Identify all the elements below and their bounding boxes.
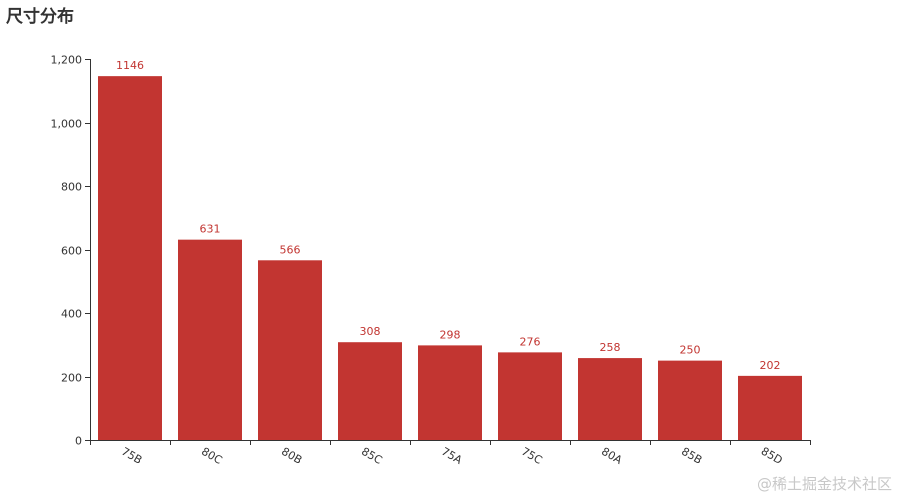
bar bbox=[658, 360, 722, 440]
data-label: 202 bbox=[760, 359, 781, 372]
chart-title: 尺寸分布 bbox=[6, 7, 74, 27]
data-label: 298 bbox=[440, 328, 461, 341]
x-tick-label: 75B bbox=[119, 445, 144, 467]
x-tick-label: 75A bbox=[439, 445, 465, 467]
y-tick-label: 0 bbox=[75, 435, 82, 448]
data-label: 1146 bbox=[116, 59, 144, 72]
watermark: @稀土掘金技术社区 bbox=[756, 475, 892, 493]
data-label: 308 bbox=[360, 325, 381, 338]
x-tick-label: 80A bbox=[599, 445, 625, 467]
bar bbox=[258, 260, 322, 440]
data-label: 276 bbox=[520, 335, 541, 348]
y-tick-label: 400 bbox=[61, 308, 82, 321]
x-tick-label: 80C bbox=[199, 445, 225, 467]
data-label: 258 bbox=[600, 341, 621, 354]
y-tick-label: 1,200 bbox=[51, 54, 83, 67]
data-label: 631 bbox=[200, 223, 221, 236]
data-label: 566 bbox=[280, 243, 301, 256]
x-tick-label: 80B bbox=[279, 445, 304, 467]
bar bbox=[338, 342, 402, 440]
bar bbox=[418, 345, 482, 440]
bar bbox=[178, 239, 242, 440]
data-label: 250 bbox=[680, 344, 701, 357]
y-tick-label: 800 bbox=[61, 181, 82, 194]
y-tick-label: 200 bbox=[61, 372, 82, 385]
x-tick-label: 85C bbox=[359, 445, 385, 467]
bar bbox=[578, 358, 642, 440]
bar bbox=[498, 352, 562, 440]
x-tick-label: 75C bbox=[519, 445, 545, 467]
y-tick-label: 1,000 bbox=[51, 118, 83, 131]
y-tick-label: 600 bbox=[61, 245, 82, 258]
x-tick-label: 85B bbox=[679, 445, 704, 467]
bar bbox=[98, 76, 162, 441]
x-tick-label: 85D bbox=[759, 445, 785, 467]
bar bbox=[738, 375, 802, 440]
